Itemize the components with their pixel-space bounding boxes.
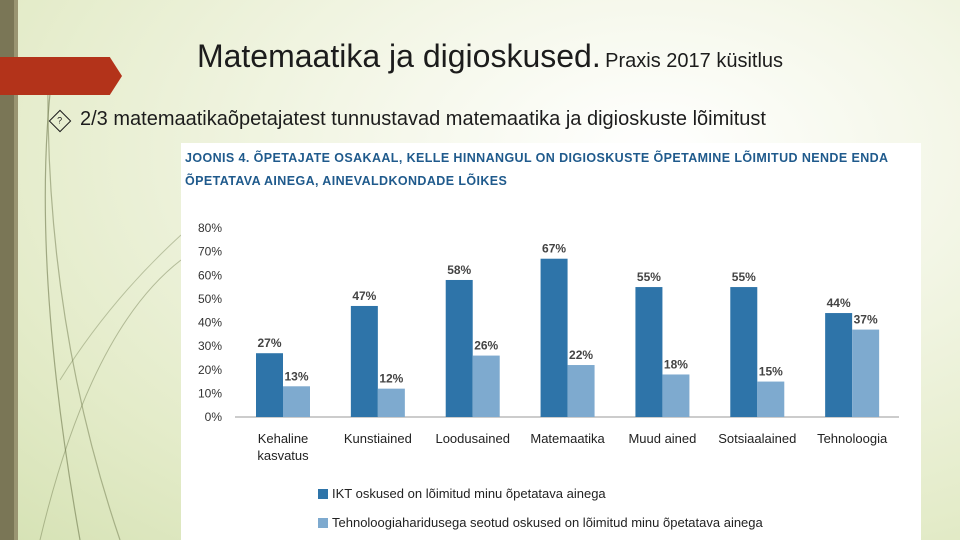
diamond-bullet-icon: ? xyxy=(48,109,72,133)
data-label: 47% xyxy=(352,289,376,303)
x-tick-label: Muud ained xyxy=(628,431,696,446)
y-tick-label: 0% xyxy=(205,410,223,424)
bar-series-2 xyxy=(472,355,500,417)
bar-series-1 xyxy=(256,353,283,417)
data-label: 58% xyxy=(447,263,471,277)
bar-series-2 xyxy=(567,365,595,417)
y-tick-label: 10% xyxy=(198,386,222,400)
x-tick-label: Loodusained xyxy=(435,431,509,446)
bullet-point: ? 2/3 matemaatikaõpetajatest tunnustavad … xyxy=(48,108,766,133)
bar-series-2 xyxy=(757,381,785,417)
data-label: 67% xyxy=(542,242,566,256)
bar-series-1 xyxy=(540,258,568,417)
bar-chart: 0% 10% 20% 30% 40% 50% 60% 70% 80% 27% 47% 58% 67% 55… xyxy=(198,221,899,530)
data-label: 12% xyxy=(379,372,403,386)
y-tick-label: 40% xyxy=(198,316,222,330)
slide-title-suffix: Praxis 2017 küsitlus xyxy=(605,50,784,72)
data-label: 26% xyxy=(474,339,498,353)
bar-series-1 xyxy=(350,305,378,417)
data-label: 27% xyxy=(257,336,281,350)
y-tick-label: 70% xyxy=(198,245,222,259)
legend-label-1: IKT oskused on lõimitud minu õpetatava a… xyxy=(332,486,606,501)
bar-series-2 xyxy=(662,374,690,417)
x-tick-label: kasvatus xyxy=(257,448,309,463)
legend-label-2: Tehnoloogiaharidusega seotud oskused on … xyxy=(332,515,764,530)
legend-swatch-2 xyxy=(318,518,328,528)
slide-title-main: Matemaatika ja digioskused. xyxy=(196,38,601,74)
data-label: 13% xyxy=(284,369,308,383)
bar-series-2 xyxy=(852,329,880,417)
figure-title-line1: JOONIS 4. ÕPETAJATE OSAKAAL, KELLE HINNA… xyxy=(185,151,889,165)
x-tick-label: Sotsiaalained xyxy=(718,431,796,446)
decorative-swoosh xyxy=(39,74,182,540)
left-edge-strip xyxy=(14,0,18,540)
x-tick-label: Tehnoloogia xyxy=(817,431,888,446)
bar-series-2 xyxy=(377,388,405,417)
y-tick-label: 80% xyxy=(198,221,222,235)
bar-series-1 xyxy=(825,313,853,417)
data-label: 55% xyxy=(637,270,661,284)
data-label: 37% xyxy=(854,313,878,327)
y-tick-label: 60% xyxy=(198,268,222,282)
data-label: 18% xyxy=(664,357,688,371)
figure-title-line2: ÕPETATAVA AINEGA, AINEVALDKONDADE LÕIKES xyxy=(185,174,508,188)
y-tick-label: 50% xyxy=(198,292,222,306)
figure-title: JOONIS 4. ÕPETAJATE OSAKAAL, KELLE HINNA… xyxy=(185,147,915,193)
title-accent-flag xyxy=(0,57,122,95)
x-tick-label: Kunstiained xyxy=(344,431,412,446)
slide-title: Matemaatika ja digioskused. Praxis 2017 … xyxy=(0,38,960,75)
data-label: 22% xyxy=(569,348,593,362)
data-label: 15% xyxy=(759,365,783,379)
bar-series-2 xyxy=(283,386,310,417)
bar-series-1 xyxy=(445,279,473,417)
left-edge-bar xyxy=(0,0,14,540)
bar-series-1 xyxy=(635,287,663,417)
figure-panel: JOONIS 4. ÕPETAJATE OSAKAAL, KELLE HINNA… xyxy=(181,143,921,540)
x-tick-label: Matemaatika xyxy=(530,431,605,446)
bar-series-1 xyxy=(730,287,758,417)
y-tick-label: 30% xyxy=(198,339,222,353)
data-label: 55% xyxy=(732,270,756,284)
x-tick-label: Kehaline xyxy=(258,431,309,446)
legend-swatch-1 xyxy=(318,489,328,499)
bullet-text: 2/3 matemaatikaõpetajatest tunnustavad m… xyxy=(80,108,766,130)
y-tick-label: 20% xyxy=(198,363,222,377)
data-label: 44% xyxy=(827,296,851,310)
